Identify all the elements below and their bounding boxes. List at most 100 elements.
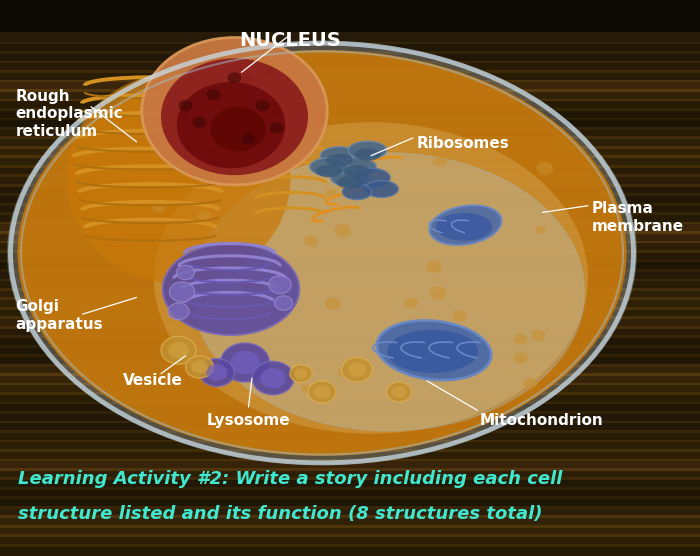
Ellipse shape xyxy=(351,168,391,187)
Bar xyxy=(0,184,700,196)
Text: Mitochondrion: Mitochondrion xyxy=(480,413,603,428)
Bar xyxy=(0,383,700,395)
Bar xyxy=(0,506,700,518)
Bar xyxy=(0,260,700,272)
Ellipse shape xyxy=(210,107,266,151)
Circle shape xyxy=(514,353,528,364)
Bar xyxy=(0,70,700,82)
Ellipse shape xyxy=(162,244,300,335)
Circle shape xyxy=(193,117,206,128)
Circle shape xyxy=(342,358,372,382)
Bar xyxy=(0,193,700,206)
Circle shape xyxy=(252,361,294,395)
Bar xyxy=(0,345,700,357)
Circle shape xyxy=(241,133,255,145)
Ellipse shape xyxy=(430,205,501,245)
Circle shape xyxy=(265,69,274,76)
Ellipse shape xyxy=(316,165,342,177)
Circle shape xyxy=(405,297,418,308)
Ellipse shape xyxy=(309,158,349,176)
Circle shape xyxy=(523,378,538,389)
Circle shape xyxy=(294,368,308,379)
Text: Ribosomes: Ribosomes xyxy=(416,136,510,151)
Circle shape xyxy=(452,310,467,322)
Circle shape xyxy=(206,364,228,381)
Ellipse shape xyxy=(154,122,588,434)
Text: structure listed and its function (8 structures total): structure listed and its function (8 str… xyxy=(18,505,542,523)
Ellipse shape xyxy=(176,82,286,168)
Circle shape xyxy=(269,276,291,294)
Bar xyxy=(0,373,700,385)
Circle shape xyxy=(270,122,284,133)
Circle shape xyxy=(169,282,195,302)
Circle shape xyxy=(444,227,458,239)
Ellipse shape xyxy=(342,184,372,200)
Circle shape xyxy=(260,368,286,388)
Bar xyxy=(0,297,700,310)
Bar xyxy=(0,98,700,111)
Bar xyxy=(0,175,700,187)
Bar xyxy=(0,117,700,130)
Bar xyxy=(0,401,700,414)
Bar xyxy=(0,449,700,461)
Ellipse shape xyxy=(337,176,363,188)
Bar xyxy=(0,411,700,423)
Ellipse shape xyxy=(349,141,386,159)
Bar xyxy=(0,525,700,537)
Bar xyxy=(0,241,700,253)
Circle shape xyxy=(531,330,545,341)
Bar xyxy=(0,430,700,443)
Bar xyxy=(0,307,700,319)
Ellipse shape xyxy=(7,42,637,464)
Circle shape xyxy=(308,381,336,403)
Circle shape xyxy=(230,351,260,374)
Bar xyxy=(0,534,700,547)
Circle shape xyxy=(239,279,252,289)
Circle shape xyxy=(168,303,189,320)
Bar xyxy=(0,165,700,177)
Bar xyxy=(0,478,700,490)
Bar xyxy=(0,421,700,433)
Bar xyxy=(0,108,700,120)
Circle shape xyxy=(254,246,266,256)
Circle shape xyxy=(199,359,234,386)
Bar xyxy=(0,61,700,73)
Ellipse shape xyxy=(326,154,353,166)
Circle shape xyxy=(181,113,190,121)
Bar xyxy=(0,155,700,167)
Circle shape xyxy=(301,385,312,393)
Circle shape xyxy=(176,265,195,280)
Circle shape xyxy=(430,286,447,300)
Ellipse shape xyxy=(436,213,492,241)
Circle shape xyxy=(256,100,270,111)
Ellipse shape xyxy=(354,148,381,161)
Circle shape xyxy=(161,336,196,364)
Bar xyxy=(0,212,700,225)
Bar xyxy=(0,544,700,556)
Bar xyxy=(0,515,700,528)
Ellipse shape xyxy=(161,58,308,175)
Circle shape xyxy=(290,365,312,383)
Circle shape xyxy=(191,360,208,374)
Bar xyxy=(0,51,700,63)
Circle shape xyxy=(178,100,192,111)
Bar xyxy=(0,497,700,509)
Bar xyxy=(0,326,700,338)
Ellipse shape xyxy=(141,37,328,185)
Text: Rough
endoplasmic
reticulum: Rough endoplasmic reticulum xyxy=(15,89,123,139)
Circle shape xyxy=(391,386,407,398)
Ellipse shape xyxy=(330,169,370,187)
Ellipse shape xyxy=(365,181,398,197)
Bar xyxy=(0,269,700,281)
Circle shape xyxy=(201,96,212,105)
Circle shape xyxy=(188,75,197,81)
Circle shape xyxy=(335,224,351,237)
Bar xyxy=(0,279,700,291)
Bar xyxy=(0,42,700,54)
Text: Lysosome: Lysosome xyxy=(206,413,290,428)
Bar xyxy=(0,335,700,348)
Text: Vesicle: Vesicle xyxy=(122,373,183,388)
Ellipse shape xyxy=(321,147,358,165)
Bar xyxy=(0,487,700,499)
Circle shape xyxy=(348,363,366,377)
